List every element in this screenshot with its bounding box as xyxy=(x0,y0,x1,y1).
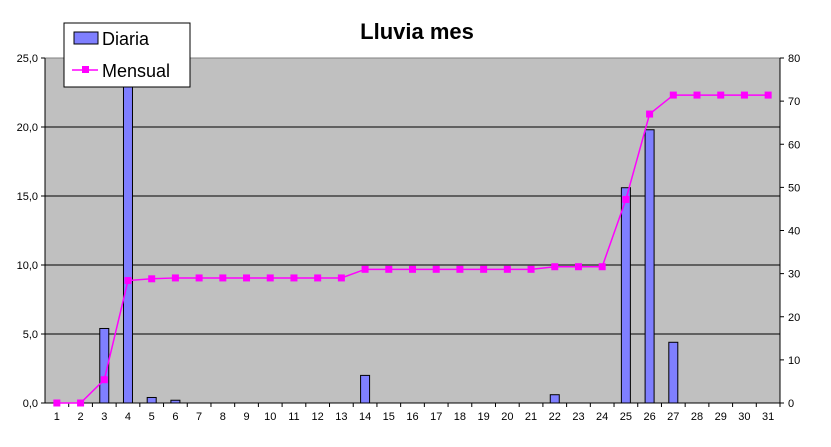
right-tick-label: 0 xyxy=(788,398,794,410)
diaria-bar xyxy=(360,374,371,404)
x-tick-label: 10 xyxy=(264,411,276,423)
mensual-point xyxy=(409,265,416,273)
right-tick-label: 50 xyxy=(788,182,800,194)
diaria-bar xyxy=(122,85,133,404)
x-tick-label: 29 xyxy=(715,411,727,423)
x-tick-label: 17 xyxy=(430,411,442,423)
left-axis-labels: 0,0 5,0 10,0 15,0 20,0 25,0 xyxy=(17,53,38,410)
plot-area xyxy=(44,57,781,404)
diaria-bar xyxy=(668,341,679,404)
mensual-point xyxy=(693,91,701,99)
mensual-point xyxy=(669,91,677,99)
x-tick-label: 15 xyxy=(383,411,395,423)
mensual-point xyxy=(314,274,322,282)
x-tick-label: 31 xyxy=(762,411,774,423)
mensual-point xyxy=(290,274,298,282)
mensual-point xyxy=(124,277,132,285)
mensual-point xyxy=(764,91,772,99)
mensual-point xyxy=(243,274,251,282)
x-tick-label: 3 xyxy=(101,411,107,423)
right-tick-label: 20 xyxy=(788,312,800,324)
left-tick-label: 15,0 xyxy=(17,191,38,203)
legend-mensual-marker xyxy=(82,66,89,73)
x-tick-label: 22 xyxy=(549,411,561,423)
x-tick-label: 18 xyxy=(454,411,466,423)
x-tick-label: 23 xyxy=(572,411,584,423)
mensual-point xyxy=(171,274,179,282)
mensual-point xyxy=(432,265,440,273)
mensual-point xyxy=(598,263,606,271)
x-tick-label: 24 xyxy=(596,411,608,423)
mensual-point xyxy=(622,195,630,203)
x-tick-label: 25 xyxy=(620,411,632,423)
mensual-point xyxy=(551,263,559,271)
right-axis-labels: 0 10 20 30 40 50 60 70 80 xyxy=(788,53,800,410)
x-tick-label: 26 xyxy=(643,411,655,423)
x-tick-label: 7 xyxy=(196,411,202,423)
x-tick-label: 12 xyxy=(312,411,324,423)
legend-diaria-swatch xyxy=(73,31,99,45)
mensual-point xyxy=(361,265,369,273)
right-tick-label: 60 xyxy=(788,139,800,151)
left-tick-label: 25,0 xyxy=(17,53,38,65)
left-tick-label: 5,0 xyxy=(23,329,38,341)
mensual-point xyxy=(100,376,108,384)
x-tick-label: 13 xyxy=(335,411,347,423)
mensual-point xyxy=(148,275,156,283)
legend: Diaria Mensual xyxy=(63,22,191,88)
legend-diaria-label: Diaria xyxy=(102,29,150,49)
mensual-point xyxy=(646,110,654,118)
x-tick-label: 1 xyxy=(54,411,60,423)
x-tick-label: 30 xyxy=(738,411,750,423)
mensual-point xyxy=(53,399,61,407)
x-tick-label: 14 xyxy=(359,411,371,423)
mensual-point xyxy=(480,265,488,273)
mensual-point xyxy=(503,265,511,273)
x-tick-label: 21 xyxy=(525,411,537,423)
x-tick-label: 5 xyxy=(149,411,155,423)
mensual-point xyxy=(219,274,227,282)
left-tick-label: 0,0 xyxy=(23,398,38,410)
diaria-bar xyxy=(620,187,631,404)
mensual-point xyxy=(337,274,345,282)
mensual-point xyxy=(195,274,203,282)
mensual-point xyxy=(574,263,582,271)
x-tick-label: 9 xyxy=(243,411,249,423)
left-tick-label: 20,0 xyxy=(17,122,38,134)
x-tick-label: 27 xyxy=(667,411,679,423)
diaria-bar xyxy=(146,396,157,404)
diaria-bar xyxy=(170,399,181,404)
right-tick-label: 80 xyxy=(788,53,800,65)
x-tick-label: 28 xyxy=(691,411,703,423)
right-tick-label: 10 xyxy=(788,355,800,367)
x-tick-label: 6 xyxy=(172,411,178,423)
x-tick-label: 20 xyxy=(501,411,513,423)
diaria-bar xyxy=(644,129,655,404)
legend-mensual-label: Mensual xyxy=(102,61,170,81)
right-tick-label: 70 xyxy=(788,96,800,108)
x-tick-label: 2 xyxy=(78,411,84,423)
x-tick-label: 19 xyxy=(478,411,490,423)
mensual-point xyxy=(77,399,85,407)
right-tick-label: 30 xyxy=(788,269,800,281)
mensual-point xyxy=(527,265,535,273)
gridlines xyxy=(41,57,784,407)
x-tick-label: 4 xyxy=(125,411,131,423)
left-tick-label: 10,0 xyxy=(17,260,38,272)
x-tick-label: 8 xyxy=(220,411,226,423)
mensual-point xyxy=(717,91,725,99)
x-tick-label: 11 xyxy=(288,411,299,423)
x-axis-labels: 1 2 3 4 5 6 7 8 9 10 11 12 13 14 15 16 17 18 19 20 21 22 23 24 2… xyxy=(54,411,774,423)
mensual-point xyxy=(385,265,393,273)
diaria-bar xyxy=(99,327,110,404)
chart-title: Lluvia mes xyxy=(360,19,474,44)
mensual-point xyxy=(266,274,274,282)
mensual-point xyxy=(456,265,464,273)
diaria-bar xyxy=(549,394,560,404)
x-tick-label: 16 xyxy=(406,411,418,423)
mensual-point xyxy=(740,91,748,99)
mensual-line xyxy=(53,91,772,407)
right-tick-label: 40 xyxy=(788,226,800,238)
